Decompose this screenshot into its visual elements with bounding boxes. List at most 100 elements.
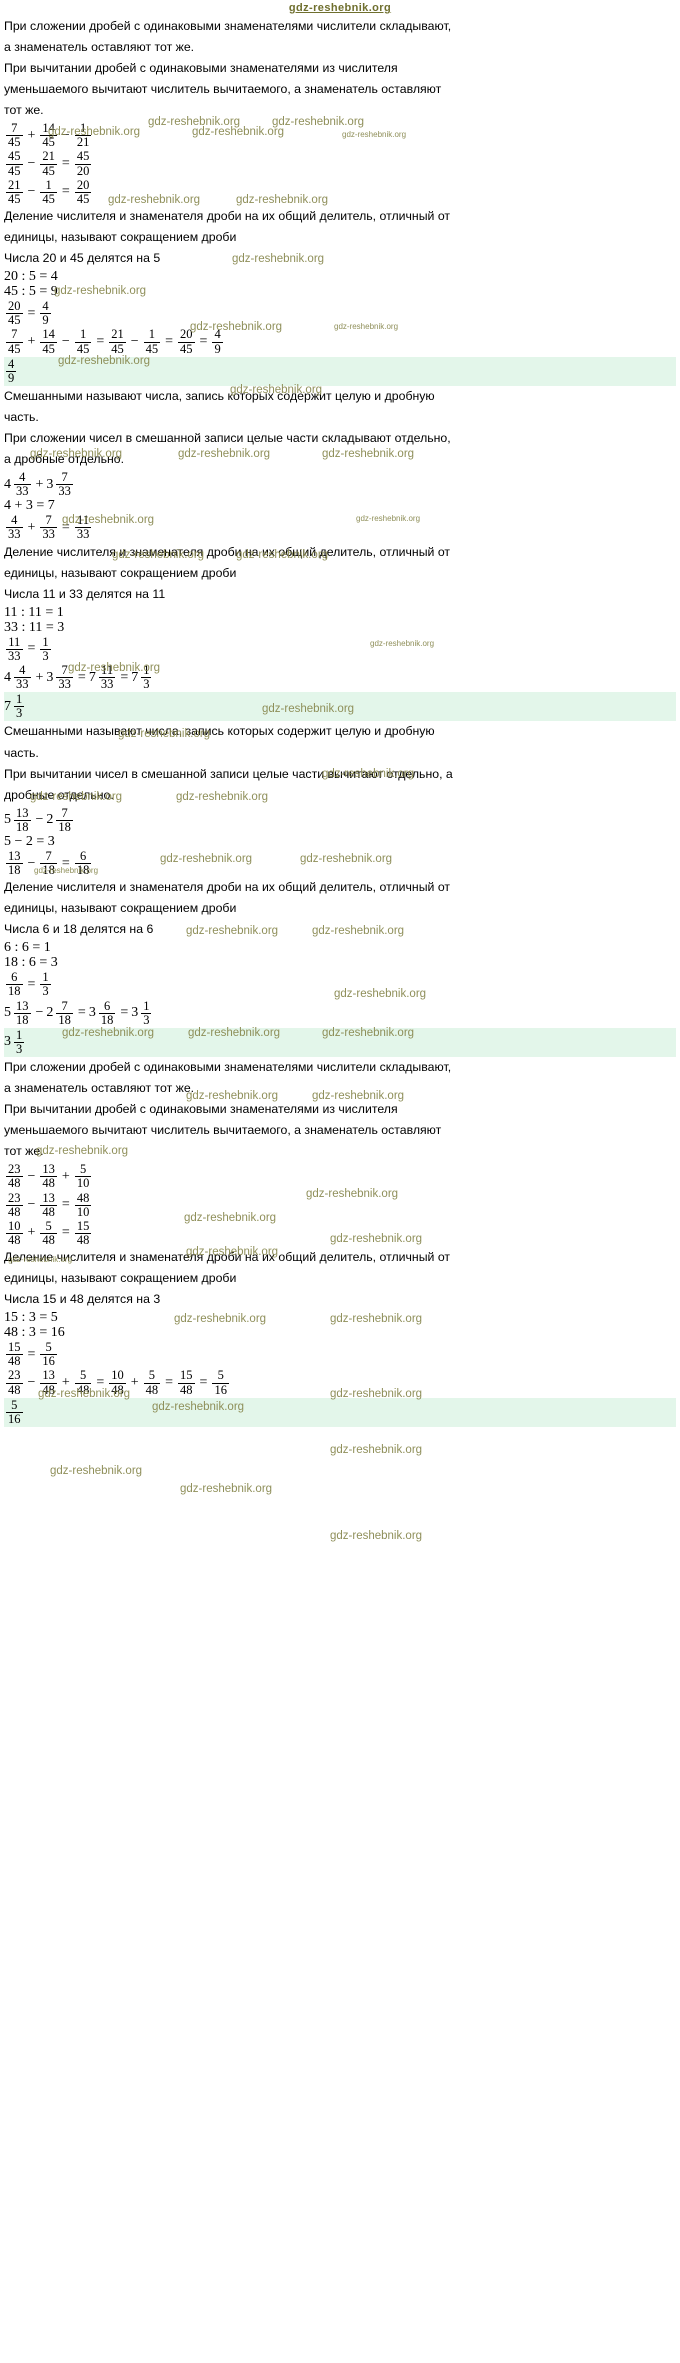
math-operator: =	[61, 156, 70, 172]
math-operator: −	[27, 184, 36, 200]
math-operator: −	[27, 1197, 36, 1213]
document-page: gdz-reshebnik.org gdz-reshebnik.org gdz-r…	[4, 2, 676, 1542]
fraction: 13 18	[6, 848, 23, 878]
math-expression: 13 18−7 18 = 6 18	[4, 848, 676, 878]
rule-paragraph: При вычитании дробей с одинаковыми знаме…	[4, 61, 398, 76]
site-brand-link[interactable]: gdz-reshebnik.org	[288, 2, 392, 14]
fraction: 14 45	[40, 121, 57, 150]
math-expression: 45 : 5 = 9	[4, 285, 676, 299]
fraction: 6 18	[6, 970, 23, 999]
math-expression: 48 : 3 = 16	[4, 1326, 676, 1340]
math-plain: 15 : 3 = 5	[4, 1310, 58, 1326]
math-operator: −	[130, 334, 139, 349]
rule-paragraph: При сложении дробей с одинаковыми знамен…	[4, 1060, 452, 1075]
fraction: 15 48	[178, 1368, 195, 1397]
rule-paragraph: При вычитании чисел в смешанной записи ц…	[4, 766, 453, 781]
math-expression: 11 : 11 = 1	[4, 604, 676, 620]
math-operator: +	[35, 476, 44, 492]
math-operator: =	[61, 855, 70, 871]
math-operator: −	[35, 812, 44, 828]
math-operator: +	[35, 669, 44, 685]
fraction: 1 45	[40, 177, 57, 206]
math-expression: 4 4 33 +3 7 33	[4, 470, 676, 498]
math-expression: 23 48−13 48 = 48 10	[4, 1190, 676, 1219]
math-operator: +	[27, 127, 36, 143]
math-plain: 48 : 3 = 16	[4, 1325, 65, 1341]
fraction: 15 48	[74, 1218, 92, 1247]
math-plain: 11 : 11 = 1	[4, 604, 64, 620]
math-operator: =	[27, 976, 36, 992]
math-plain: 4 + 3 = 7	[4, 498, 55, 514]
math-plain: 33 : 11 = 3	[4, 619, 65, 635]
fraction: 5 16	[6, 1397, 23, 1426]
mixed-number: 4 4 33	[4, 662, 31, 692]
math-operator: −	[61, 127, 70, 143]
math-operator: =	[27, 305, 36, 321]
math-operator: +	[61, 1168, 70, 1184]
math-operator: =	[27, 1346, 36, 1362]
math-operator: =	[61, 1225, 70, 1241]
rule-paragraph: Числа 11 и 33 делятся на 11	[4, 586, 166, 601]
fraction: 11 33	[74, 513, 92, 542]
math-operator: =	[96, 1375, 105, 1391]
math-operator: =	[96, 334, 105, 349]
mixed-number: 2 7 18	[46, 805, 73, 834]
rule-paragraph: Числа 15 и 48 делятся на 3	[4, 1292, 161, 1307]
fraction: 1 45	[143, 327, 161, 356]
math-operator: =	[165, 334, 174, 349]
fraction: 5 48	[143, 1368, 161, 1397]
fraction: 7 45	[6, 121, 23, 150]
fraction: 5 48	[74, 1368, 92, 1397]
fraction: 21 45	[40, 149, 57, 178]
math-operator: =	[27, 641, 36, 657]
math-expression: 15 48 = 5 16	[4, 1341, 676, 1368]
fraction: 23 48	[6, 1368, 23, 1397]
rule-paragraph: уменьшаемого вычитают числитель вычитаем…	[4, 82, 442, 97]
math-operator: =	[120, 669, 129, 685]
math-plain: 20 : 5 = 4	[4, 269, 58, 285]
rule-paragraph: Деление числителя и знаменателя дроби на…	[4, 1250, 451, 1265]
math-operator: =	[165, 1375, 174, 1391]
math-expression: 10 48 +5 48 = 15 48	[4, 1218, 676, 1247]
fraction: 7 33	[40, 513, 57, 542]
rule-paragraph: часть.	[4, 745, 39, 760]
rule-paragraph: При сложении чисел в смешанной записи це…	[4, 430, 451, 445]
mixed-number: 5 13 18	[4, 998, 31, 1027]
rule-paragraph: Смешанными называют числа, запись которы…	[4, 388, 435, 403]
rule-paragraph: Деление числителя и знаменателя дроби на…	[4, 208, 451, 223]
watermark-text: gdz-reshebnik.org	[180, 1483, 273, 1495]
rule-paragraph: Числа 20 и 45 делятся на 5	[4, 251, 161, 266]
rule-paragraph: единицы, называют сокращением дроби	[4, 565, 237, 580]
math-operator: −	[35, 1005, 44, 1021]
fraction: 10 48	[6, 1218, 23, 1247]
rule-paragraph: единицы, называют сокращением дроби	[4, 1271, 237, 1286]
rule-paragraph: уменьшаемого вычитают числитель вычитаем…	[4, 1123, 442, 1138]
math-operator: =	[61, 519, 70, 535]
fraction: 13 48	[40, 1368, 57, 1397]
rule-paragraph: единицы, называют сокращением дроби	[4, 901, 237, 916]
fraction: 4 33	[6, 513, 23, 542]
math-operator: =	[199, 1375, 208, 1391]
fraction: 1 45	[74, 327, 92, 356]
rule-paragraph: единицы, называют сокращением дроби	[4, 230, 237, 245]
fraction: 5 10	[74, 1162, 92, 1191]
math-plain: 18 : 6 = 3	[4, 955, 58, 971]
math-expression: 4 + 3 = 7	[4, 499, 676, 513]
math-expression: 4 4 33 +3 7 33 = 7 11 33 = 7 1 3	[4, 662, 676, 692]
math-operator: =	[77, 669, 86, 685]
math-expression: 11 33 = 1 3	[4, 634, 676, 663]
fraction: 5 16	[40, 1340, 57, 1369]
fraction: 48 10	[74, 1190, 92, 1219]
math-operator: =	[61, 1197, 70, 1213]
fraction: 13 48	[40, 1162, 57, 1191]
fraction: 23 48	[6, 1190, 23, 1219]
math-plain: 6 : 6 = 1	[4, 940, 51, 956]
fraction: 7 45	[6, 327, 23, 356]
